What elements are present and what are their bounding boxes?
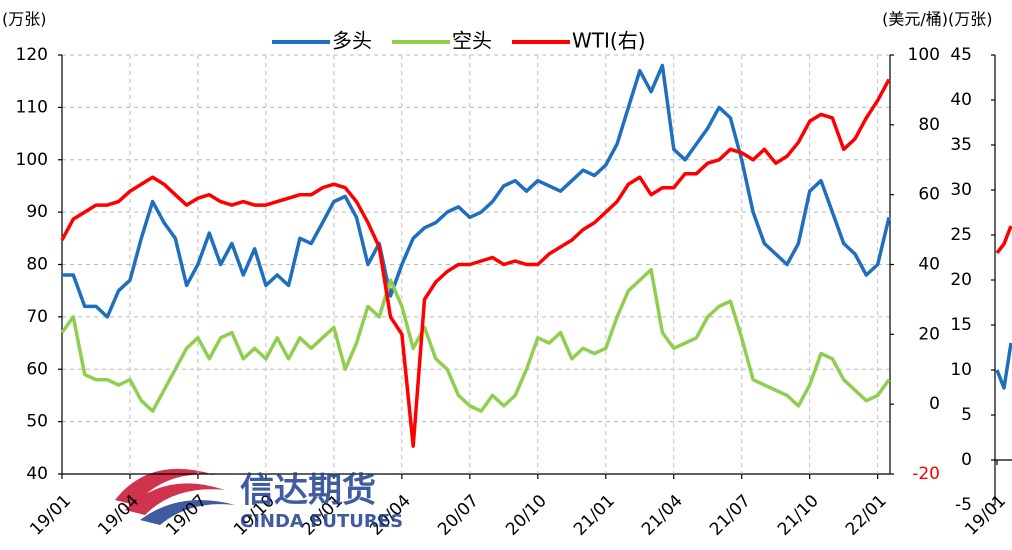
y-tick-label: 25 [950,225,972,245]
logo-swoosh [125,483,225,515]
y-tick-label: 60 [26,359,48,379]
y-tick-label: -5 [955,495,972,515]
y-axis-label: (万张) [2,10,47,29]
series-line [60,78,891,448]
y-tick-label: 15 [950,315,972,335]
y-tick-label: 20 [950,270,972,290]
y-tick-label: 10 [950,360,972,380]
x-tick-label: 20/10 [502,491,551,540]
y-tick-label: 40 [26,464,48,484]
y2-tick-label: 20 [918,324,940,344]
x-tick-label: 21/07 [706,491,755,540]
series-line [60,267,891,413]
series-line [995,342,1012,390]
x-tick-label: 20/07 [434,491,483,540]
y-tick-label: 90 [26,202,48,222]
y2-tick-label: 100 [908,45,940,65]
y-tick-label: 100 [16,150,48,170]
y-tick-label: 120 [16,45,48,65]
watermark-subtext: CINDA FUTURES [240,511,403,532]
legend-label: 空头 [452,29,492,53]
x-tick-label: 21/01 [570,491,619,540]
legend-label: WTI(右) [572,29,646,53]
y2-tick-label: 40 [918,255,940,275]
y2-tick-label: -20 [912,464,940,484]
y2-tick-label: 0 [929,394,940,414]
series-line [62,63,891,319]
y2-axis-label: (美元/桶) [882,10,948,29]
y-tick-label: 35 [950,135,972,155]
y-tick-label: 0 [961,450,972,470]
y-tick-label: 50 [26,412,48,432]
legend-label: 多头 [332,29,372,53]
y2-tick-label: 80 [918,115,940,135]
y-tick-label: 70 [26,307,48,327]
x-tick-label: 22/01 [842,491,891,540]
x-tick-label: 21/04 [638,491,687,540]
x-tick-label: 21/10 [774,491,823,540]
y-tick-label: 110 [16,97,48,117]
y-tick-label: 45 [950,45,972,65]
y-tick-label: 30 [950,180,972,200]
y-tick-label: 5 [961,405,972,425]
logo-swoosh [115,468,215,505]
y2-tick-label: 60 [918,185,940,205]
y-tick-label: 40 [950,90,972,110]
series-line [995,225,1012,255]
y-axis-label: (万张) [948,10,993,29]
logo [115,468,235,525]
watermark-text: 信达期货 [240,471,376,511]
x-tick-label: 19/01 [26,491,75,540]
y-tick-label: 80 [26,255,48,275]
logo-swoosh [140,500,235,525]
